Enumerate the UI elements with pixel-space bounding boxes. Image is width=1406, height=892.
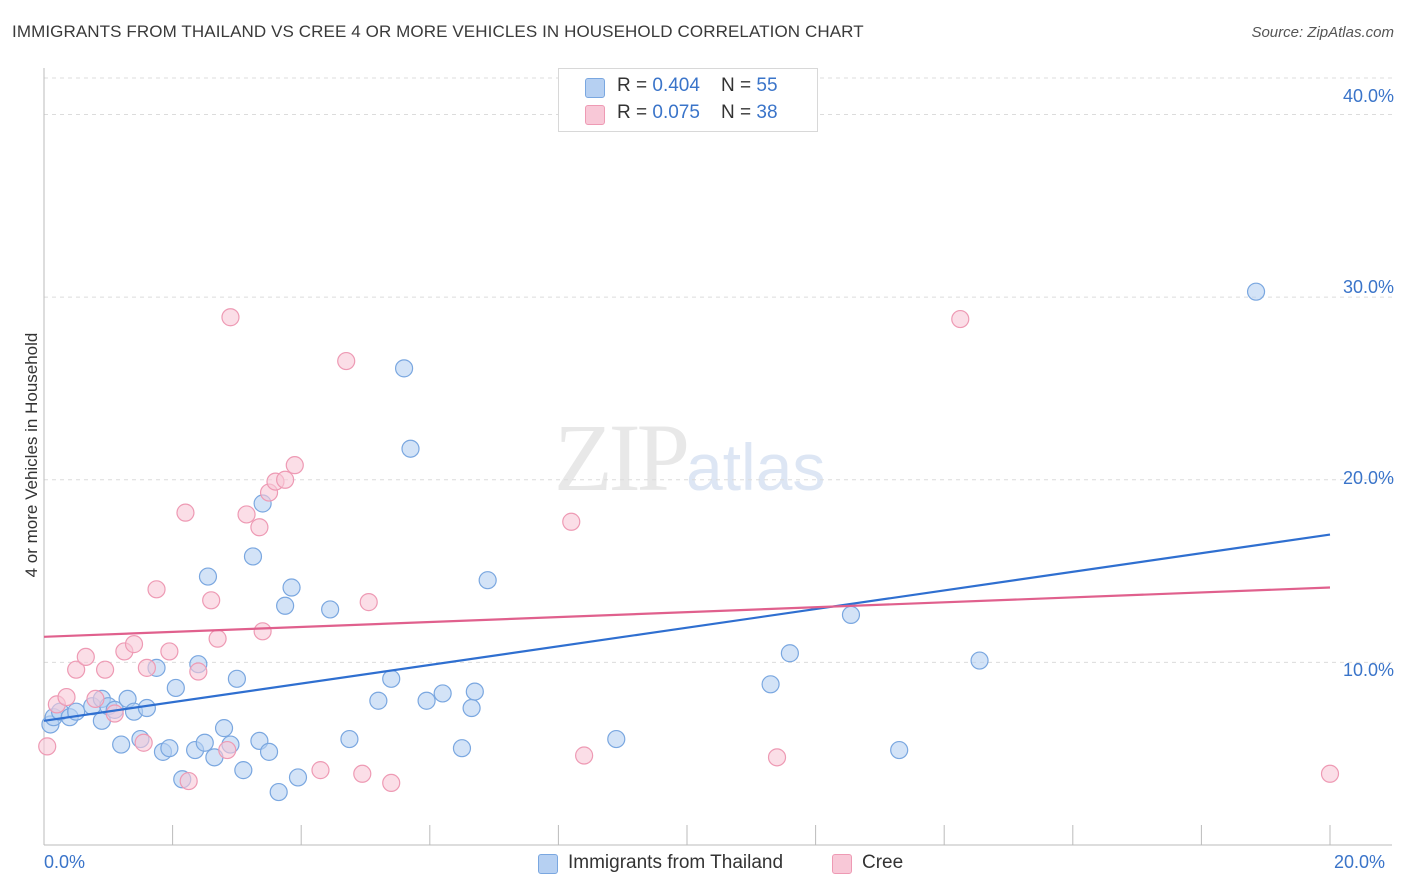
thailand-point-43 (417, 691, 436, 710)
thailand-point-41 (394, 359, 414, 378)
cree-point-33 (562, 512, 581, 531)
legend-swatch-thailand (585, 78, 605, 98)
thailand-point-27 (227, 669, 246, 688)
watermark: ZIPatlas (554, 402, 825, 513)
thailand-point-52 (841, 605, 861, 625)
cree-point-16 (189, 662, 208, 681)
cree-point-18 (208, 629, 227, 648)
thailand-point-33 (269, 782, 288, 802)
cree-point-36 (951, 309, 970, 329)
cree-point-26 (276, 470, 295, 489)
thailand-point-40 (382, 669, 401, 688)
cree-point-0 (38, 737, 57, 756)
cree-point-5 (86, 689, 105, 709)
thailand-point-29 (243, 547, 263, 566)
thailand-point-34 (276, 596, 295, 615)
correlation-legend: R = 0.404 N = 55 R = 0.075 N = 38 (558, 68, 818, 132)
cree-point-23 (253, 622, 272, 641)
thailand-point-45 (452, 739, 472, 758)
cree-trend-line (43, 586, 1331, 638)
bottom-legend-label-cree: Cree (862, 852, 904, 873)
thailand-trend-line (43, 533, 1331, 722)
cree-point-29 (337, 351, 356, 371)
cree-point-4 (76, 647, 95, 667)
legend-r-value-cree: 0.075 (652, 102, 700, 123)
cree-point-2 (57, 687, 76, 707)
cree-point-20 (221, 308, 240, 327)
legend-r-value-thailand: 0.404 (652, 75, 700, 96)
y-tick-label-10: 10.0% (1342, 660, 1394, 680)
thailand-point-53 (890, 740, 909, 760)
thailand-point-55 (1246, 282, 1266, 301)
thailand-point-35 (282, 578, 301, 597)
thailand-point-36 (288, 768, 308, 787)
thailand-point-39 (369, 691, 388, 710)
thailand-point-44 (433, 684, 452, 703)
cree-point-27 (285, 456, 304, 475)
legend-r-label: R = (617, 102, 653, 123)
legend-r-label: R = (617, 75, 653, 96)
thailand-point-42 (401, 439, 420, 458)
cree-point-10 (134, 733, 153, 752)
thailand-point-14 (137, 698, 156, 718)
cree-point-17 (202, 591, 221, 610)
thailand-point-50 (761, 675, 780, 694)
thailand-point-23 (198, 567, 218, 586)
y-tick-label-20: 20.0% (1342, 468, 1394, 488)
cree-point-15 (179, 771, 198, 791)
cree-point-6 (95, 660, 115, 679)
thailand-point-49 (607, 729, 626, 749)
cree-point-21 (237, 505, 256, 524)
legend-n-value-cree: 38 (756, 102, 778, 123)
cree-point-11 (137, 658, 156, 677)
legend-swatch-cree (585, 105, 605, 125)
watermark-zip: ZIP (554, 404, 690, 511)
thailand-point-38 (340, 729, 359, 749)
cree-point-22 (250, 518, 269, 537)
cree-point-3 (67, 660, 86, 679)
cree-point-12 (147, 580, 166, 599)
source-label: Source: ZipAtlas.com (1251, 24, 1394, 41)
cree-point-32 (382, 773, 401, 793)
cree-point-28 (311, 761, 330, 780)
bottom-legend-swatch-cree (832, 854, 852, 874)
bottom-legend-swatch-thailand (538, 854, 558, 874)
legend-n-label: N = (721, 102, 757, 123)
cree-point-13 (160, 642, 179, 661)
legend-n-value-thailand: 55 (756, 75, 778, 96)
cree-point-30 (353, 764, 372, 783)
cree-point-19 (218, 740, 237, 760)
thailand-point-48 (478, 571, 497, 590)
y-tick-label-30: 30.0% (1342, 277, 1394, 297)
thailand-point-32 (259, 742, 279, 761)
bottom-legend-label-thailand: Immigrants from Thailand (568, 852, 784, 873)
watermark-atlas: atlas (686, 430, 826, 504)
thailand-point-51 (780, 644, 799, 663)
cree-point-7 (105, 704, 124, 723)
cree-point-14 (176, 503, 195, 522)
x-tick-label-max: 20.0% (1334, 852, 1386, 872)
thailand-point-54 (970, 651, 989, 670)
cree-point-35 (767, 748, 787, 767)
legend-n-label: N = (721, 75, 757, 96)
thailand-point-25 (214, 719, 234, 738)
y-tick-label-40: 40.0% (1342, 86, 1394, 106)
cree-point-37 (1320, 764, 1340, 783)
thailand-point-28 (234, 761, 253, 780)
thailand-point-47 (465, 682, 484, 701)
cree-point-9 (124, 635, 144, 654)
thailand-point-11 (112, 735, 131, 754)
thailand-point-18 (166, 678, 185, 698)
thailand-point-46 (462, 698, 481, 718)
thailand-point-37 (321, 600, 340, 619)
thailand-point-22 (195, 733, 214, 752)
thailand-point-17 (160, 739, 179, 758)
chart-title: IMMIGRANTS FROM THAILAND VS CREE 4 OR MO… (12, 22, 864, 41)
x-tick-label-min: 0.0% (44, 852, 86, 872)
cree-point-31 (359, 593, 378, 612)
cree-point-34 (575, 746, 594, 765)
